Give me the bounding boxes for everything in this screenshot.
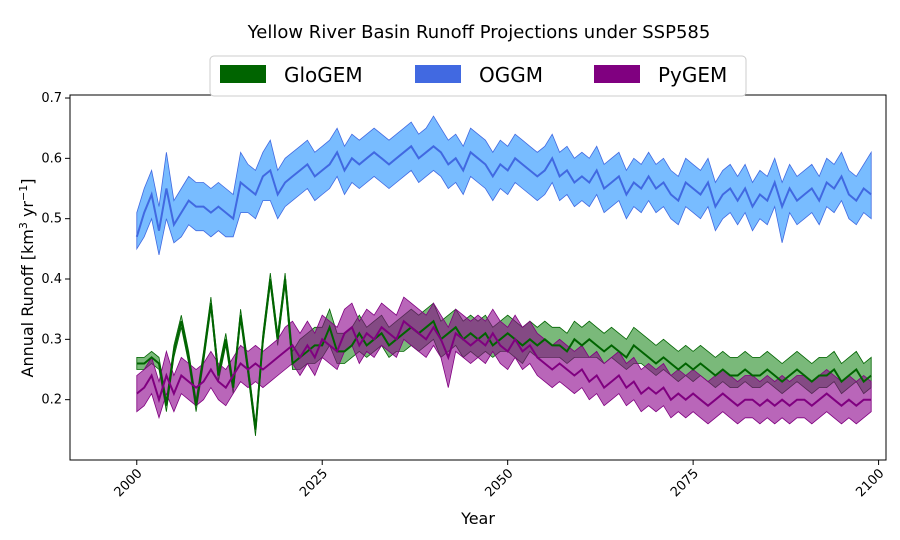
y-tick-label: 0.6: [41, 151, 62, 166]
series-lines: [135, 144, 872, 430]
y-axis-label-sup2: −1: [17, 185, 30, 201]
legend-swatch-pygem: [594, 65, 640, 83]
x-tick-label: 2050: [482, 466, 516, 500]
legend-swatch-oggm: [415, 65, 461, 83]
x-tick-label: 2075: [668, 466, 702, 500]
y-tick-label: 0.7: [41, 91, 62, 106]
y-tick-label: 0.5: [41, 212, 62, 227]
legend-label-pygem: PyGEM: [658, 63, 727, 87]
y-axis-label-end: ]: [18, 179, 37, 185]
y-tick-label: 0.2: [41, 393, 62, 408]
chart-title: Yellow River Basin Runoff Projections un…: [247, 22, 711, 43]
y-tick-label: 0.3: [41, 332, 62, 347]
y-axis-label-main: Annual Runoff [km: [18, 229, 37, 377]
band-pygem: [136, 296, 872, 425]
y-axis-label-mid: yr: [18, 201, 37, 223]
y-axis-label: Annual Runoff [km3 yr−1]: [17, 179, 37, 378]
y-tick-label: 0.4: [41, 272, 62, 287]
legend-swatch-glogem: [220, 65, 266, 83]
x-tick-label: 2100: [853, 466, 887, 500]
y-axis-ticks: 0.2 0.3 0.4 0.5 0.6 0.7: [41, 91, 70, 408]
line-glogem: [136, 278, 872, 430]
line-oggm: [135, 144, 872, 238]
x-tick-label: 2025: [297, 466, 331, 500]
line-pygem: [136, 319, 872, 407]
x-tick-label: 2000: [112, 466, 146, 500]
y-axis-label-sup1: 3: [17, 222, 30, 229]
legend: GloGEM OGGM PyGEM: [209, 55, 747, 97]
x-axis-label: Year: [460, 509, 495, 528]
legend-label-glogem: GloGEM: [284, 63, 363, 87]
legend-label-oggm: OGGM: [479, 63, 543, 87]
uncertainty-bands: [136, 115, 872, 436]
band-oggm: [136, 115, 872, 255]
x-axis-ticks: 2000 2025 2050 2075 2100: [112, 460, 887, 500]
